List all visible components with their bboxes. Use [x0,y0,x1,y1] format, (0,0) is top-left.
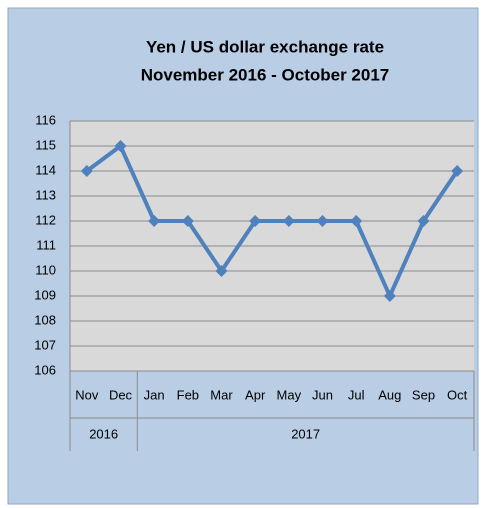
x-tick-label: Feb [177,387,199,402]
y-tick-label: 109 [34,287,56,302]
series-line [85,144,459,298]
data-point [249,215,262,227]
data-point [114,140,127,152]
x-group-label: 2016 [89,426,118,441]
y-tick-label: 112 [35,212,56,227]
x-tick-label: Sep [412,387,435,402]
y-tick-label: 110 [35,262,56,277]
data-point [316,215,329,227]
x-tick-label: Jul [348,387,365,402]
data-point [80,165,93,177]
x-tick-label: Apr [245,387,266,402]
y-tick-label: 113 [35,187,56,202]
y-tick-label: 115 [35,137,56,152]
data-point [215,265,228,277]
x-tick-label: Jan [144,387,165,402]
chart-subtitle: November 2016 - October 2017 [141,65,390,84]
x-tick-label: Oct [447,387,468,402]
data-point [148,215,161,227]
data-point [417,215,430,227]
x-tick-label: Mar [210,387,233,402]
x-group-label: 2017 [291,426,320,441]
x-tick-label: May [277,387,302,402]
y-tick-label: 116 [35,112,56,127]
x-tick-label: Aug [378,387,401,402]
y-tick-label: 114 [35,162,56,177]
y-tick-label: 108 [34,312,56,327]
chart-title: Yen / US dollar exchange rate [146,37,384,56]
data-point [282,215,295,227]
x-tick-label: Jun [312,387,333,402]
y-tick-label: 111 [36,237,56,252]
data-point [181,215,194,227]
x-tick-label: Nov [75,387,99,402]
y-tick-label: 107 [34,337,56,352]
data-point [383,290,396,302]
data-point [451,165,464,177]
data-point [350,215,363,227]
x-tick-label: Dec [109,387,133,402]
y-tick-label: 106 [34,362,56,377]
